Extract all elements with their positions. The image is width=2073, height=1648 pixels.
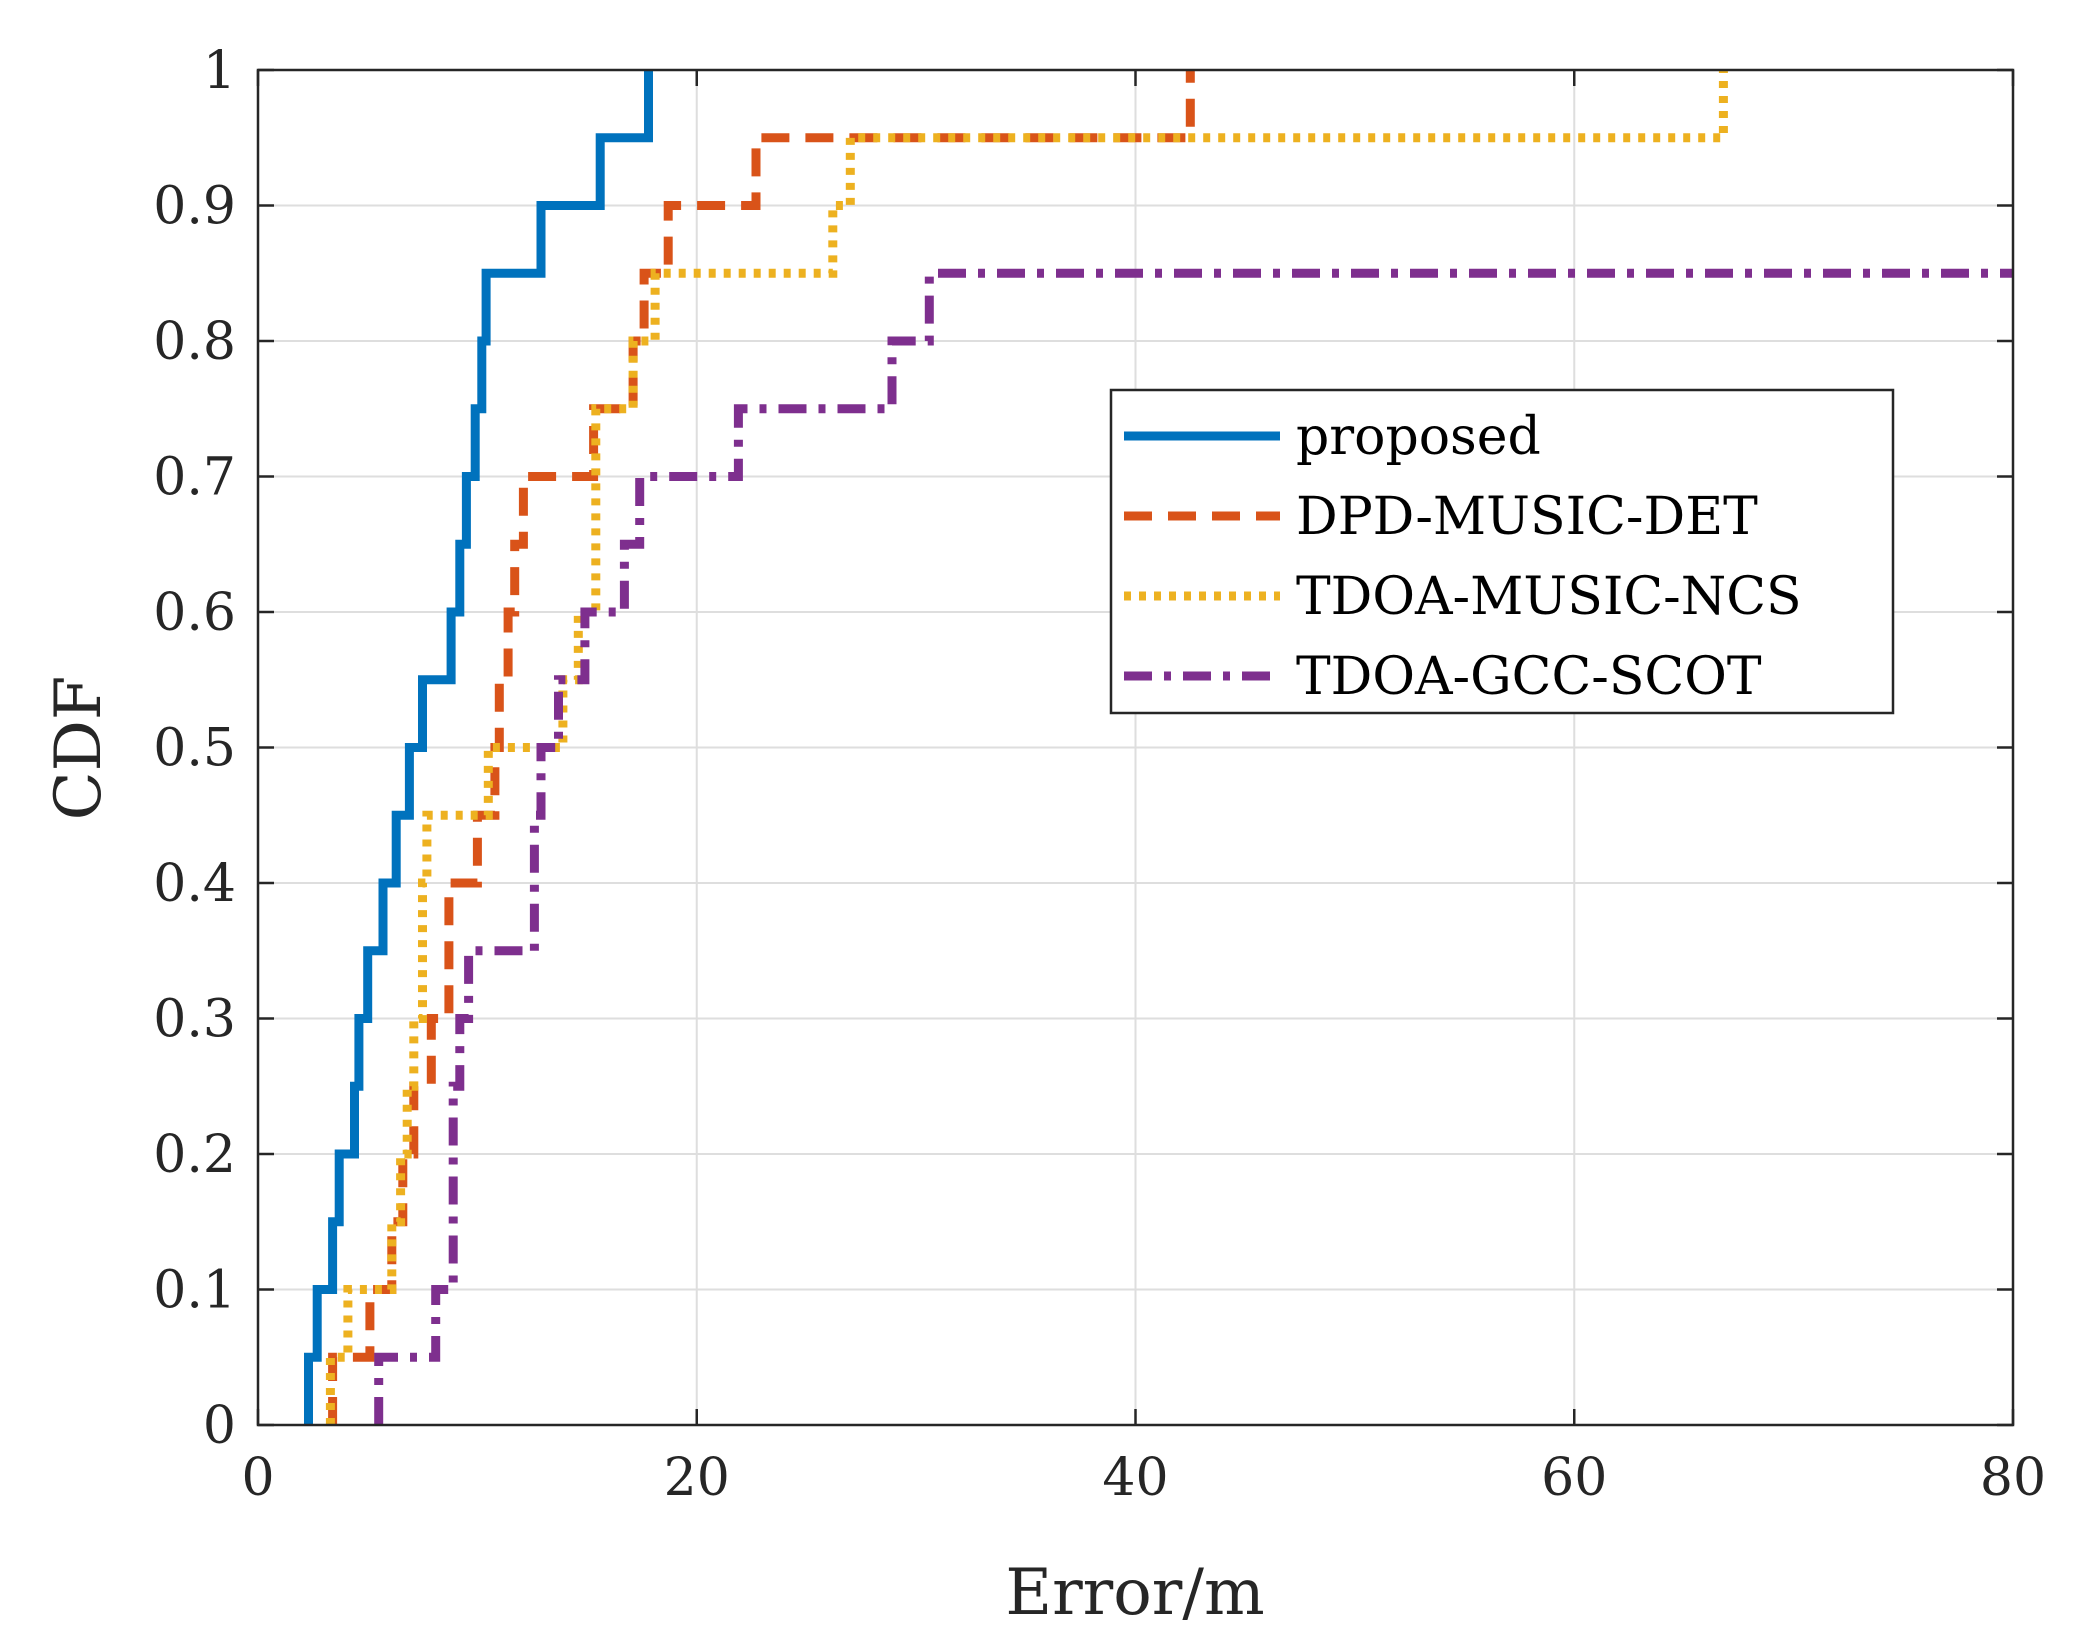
legend-box: [1109, 388, 1895, 715]
y-tick-label: 0.2: [153, 1125, 236, 1185]
y-tick-label: 0.3: [153, 990, 236, 1050]
series-lines: [304, 70, 2013, 1425]
y-tick-label: 0.5: [153, 719, 236, 779]
legend-label: TDOA-MUSIC-NCS: [1296, 567, 1802, 627]
x-tick-label: 80: [1980, 1448, 2046, 1508]
x-tick-label: 60: [1541, 1448, 1607, 1508]
grid-lines: [258, 70, 2013, 1425]
series-line-proposed: [304, 70, 653, 1425]
y-tick-label: 0.9: [153, 177, 236, 237]
y-tick-label: 0: [203, 1396, 236, 1456]
y-axis-title: CDF: [42, 676, 116, 821]
x-tick-label: 40: [1102, 1448, 1168, 1508]
y-tick-label: 0.8: [153, 312, 236, 372]
y-tick-label: 0.4: [153, 854, 236, 914]
series-line-tdoa-music-ncs: [325, 70, 1728, 1425]
legend-entries: proposed DPD-MUSIC-DET TDOA-MUSIC-NCS TDOA-…: [1124, 407, 1802, 707]
legend-label: TDOA-GCC-SCOT: [1296, 647, 1762, 707]
series-line-tdoa-gcc-scot: [374, 268, 2013, 1425]
legend-label: DPD-MUSIC-DET: [1296, 487, 1758, 547]
legend-label: proposed: [1296, 407, 1541, 467]
y-tick-label: 0.6: [153, 583, 236, 643]
legend: proposed DPD-MUSIC-DET TDOA-MUSIC-NCS TDOA-…: [1109, 388, 1895, 715]
x-tick-labels: 0 20 40 60 80: [241, 1448, 2046, 1508]
x-tick-label: 0: [241, 1448, 274, 1508]
y-tick-labels: 0 0.1 0.2 0.3 0.4 0.5 0.6 0.7 0.8 0.9 1: [153, 41, 236, 1456]
y-tick-label: 0.1: [153, 1261, 236, 1321]
x-tick-label: 20: [664, 1448, 730, 1508]
x-axis-title: Error/m: [1005, 1556, 1264, 1630]
axis-ticks: [256, 68, 2015, 1427]
y-tick-label: 1: [203, 41, 236, 101]
y-tick-label: 0.7: [153, 448, 236, 508]
